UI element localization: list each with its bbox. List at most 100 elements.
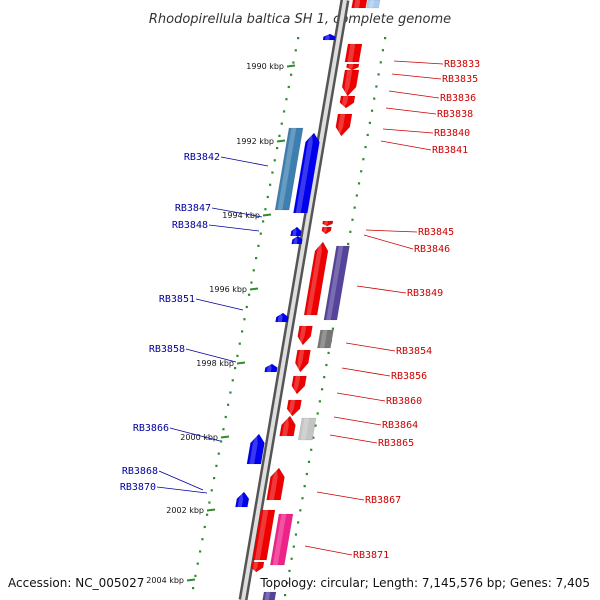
gene-rb3842-shine xyxy=(277,128,297,210)
gene-rb3862 xyxy=(286,399,302,417)
forward-label-leader-line xyxy=(341,367,391,377)
gene-rb3840 xyxy=(339,95,356,109)
gene-rb3873 xyxy=(262,591,277,600)
gene-rb3868 xyxy=(235,491,250,508)
gene-rb3862-shine xyxy=(289,400,296,416)
genome-summary-text: Topology: circular; Length: 7,145,576 bp… xyxy=(259,576,590,590)
kbp-tick xyxy=(286,64,296,68)
forward-gene-label: RB3849 xyxy=(407,288,443,299)
kbp-tick xyxy=(206,508,216,512)
gene-rb3833 xyxy=(351,0,368,9)
forward-gene-label: RB3856 xyxy=(391,371,427,382)
gene-rb3832-shine xyxy=(325,34,330,40)
forward-gene-label: RB3865 xyxy=(378,438,414,449)
kbp-label: 2000 kbp xyxy=(180,433,218,442)
gene-rb3834 xyxy=(366,0,381,9)
gene-rb3869-shine xyxy=(254,510,269,560)
kbp-scale: 1990 kbp 1992 kbp 1994 kbp 1996 kbp 1998 kbp… xyxy=(146,62,296,585)
gene-rb3854-shine xyxy=(319,330,328,348)
gene-rb3851 xyxy=(275,312,289,323)
gene-rb3842 xyxy=(274,127,304,211)
forward-label-leader-line xyxy=(316,491,365,501)
forward-label-leader-line xyxy=(391,73,442,80)
reverse-label-leader-line xyxy=(195,298,244,311)
accession-text: Accession: NC_005027 xyxy=(8,576,144,590)
reverse-gene-label: RB3866 xyxy=(133,423,169,434)
gene-features xyxy=(235,0,381,600)
forward-gene-label: RB3864 xyxy=(382,420,418,431)
forward-label-leader-line xyxy=(345,342,396,352)
gene-rb3845-shine xyxy=(324,221,329,226)
reverse-gene-label: RB3868 xyxy=(122,466,158,477)
kbp-label: 1994 kbp xyxy=(222,211,260,220)
gene-labels: RB3842 RB3847 RB3848 RB3851 RB3858 RB3866 RB38… xyxy=(120,59,480,561)
gene-rb3860 xyxy=(291,375,307,395)
reverse-label-leader-line xyxy=(220,156,269,167)
gene-rb3856 xyxy=(294,349,311,373)
gene-rb3838 xyxy=(341,69,360,97)
reverse-gene-label: RB3870 xyxy=(120,482,156,493)
gene-rb3852-shine xyxy=(300,326,307,345)
reverse-gene-label: RB3851 xyxy=(159,294,195,305)
gene-rb3833-shine xyxy=(354,0,361,8)
kbp-label: 2002 kbp xyxy=(166,506,204,515)
forward-gene-label: RB3860 xyxy=(386,396,422,407)
forward-label-leader-line xyxy=(304,545,353,556)
forward-label-leader-line xyxy=(388,90,440,99)
gene-rb3843 xyxy=(293,132,320,214)
gene-rb3864-shine xyxy=(282,416,289,436)
kbp-label: 1998 kbp xyxy=(196,359,234,368)
reverse-strand-dotted-line xyxy=(192,37,300,590)
kbp-label: 1990 kbp xyxy=(246,62,284,71)
gene-rb3846-shine xyxy=(323,227,328,234)
forward-label-leader-line xyxy=(336,392,386,402)
kbp-tick xyxy=(236,361,246,365)
forward-gene-label: RB3835 xyxy=(442,74,478,85)
forward-gene-label: RB3871 xyxy=(353,550,389,561)
kbp-label: 2004 kbp xyxy=(146,576,184,585)
genome-backbone-highlight xyxy=(241,0,347,600)
gene-rb3838-shine xyxy=(344,70,353,96)
forward-gene-label: RB3867 xyxy=(365,495,401,506)
gene-rb3843-shine xyxy=(295,133,313,213)
gene-rb3845 xyxy=(322,220,334,227)
forward-gene-label: RB3833 xyxy=(444,59,480,70)
forward-label-leader-line xyxy=(333,416,382,426)
forward-label-leader-line xyxy=(363,234,414,250)
forward-gene-label: RB3836 xyxy=(440,93,476,104)
forward-label-leader-line xyxy=(382,128,434,134)
forward-label-leader-line xyxy=(380,140,432,151)
gene-rb3872-shine xyxy=(253,562,259,572)
forward-label-leader-line xyxy=(329,434,378,444)
gene-rb3858-shine xyxy=(266,364,272,372)
reverse-gene-label: RB3858 xyxy=(149,344,185,355)
gene-rb3849 xyxy=(323,245,350,321)
reverse-gene-label: RB3847 xyxy=(175,203,211,214)
reverse-label-leader-line xyxy=(169,427,221,442)
gene-rb3871-shine xyxy=(272,514,287,565)
kbp-tick xyxy=(220,435,230,439)
kbp-tick xyxy=(249,287,259,291)
gene-rb3869 xyxy=(252,509,276,561)
gene-rb3872 xyxy=(250,561,265,573)
gene-rb3856-shine xyxy=(297,350,305,372)
gene-rb3848-shine xyxy=(293,236,298,244)
gene-rb3849-a-shine xyxy=(306,242,322,315)
gene-rb3848 xyxy=(291,235,303,245)
reverse-label-leader-line xyxy=(185,348,237,363)
reverse-label-leader-line xyxy=(156,486,208,494)
gene-rb3836 xyxy=(346,63,360,71)
kbp-tick xyxy=(262,213,272,217)
gene-rb3851-shine xyxy=(277,313,283,322)
forward-label-leader-line xyxy=(385,107,437,115)
gene-rb3836-shine xyxy=(348,64,354,70)
forward-label-leader-line xyxy=(365,229,418,233)
gene-rb3860-shine xyxy=(294,376,301,394)
gene-rb3849-shine xyxy=(326,246,344,320)
kbp-label: 1992 kbp xyxy=(236,137,274,146)
gene-rb3868-shine xyxy=(237,492,244,507)
gene-rb3847 xyxy=(290,226,302,237)
kbp-tick xyxy=(276,139,286,143)
gene-rb3841-shine xyxy=(338,114,346,136)
